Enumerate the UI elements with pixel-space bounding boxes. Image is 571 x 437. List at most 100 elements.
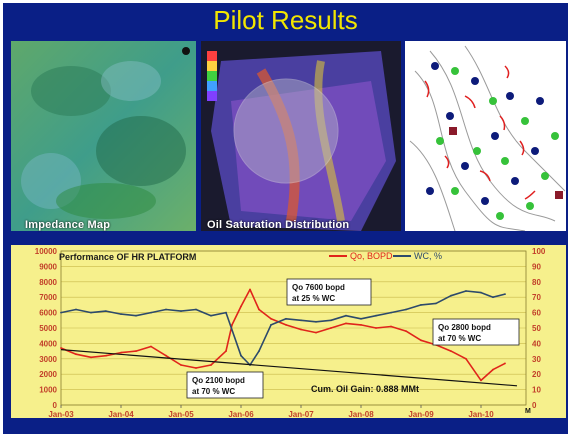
oil-saturation-image — [201, 41, 401, 231]
left-tick-label-3: 3000 — [39, 355, 57, 364]
series-0-point-21 — [345, 322, 347, 325]
left-tick-label-5: 5000 — [39, 324, 57, 333]
series-1-point-4 — [120, 313, 122, 315]
series-1-point-16 — [285, 317, 287, 320]
series-0-point-14 — [249, 288, 251, 291]
series-1-point-10 — [210, 314, 212, 317]
series-line-1 — [60, 290, 506, 366]
series-0-point-0 — [60, 347, 62, 349]
x-tick-label-7: Jan-10 — [468, 410, 494, 418]
right-tick-label-1: 10 — [532, 386, 541, 395]
left-tick-label-8: 8000 — [39, 278, 57, 287]
right-tick-label-6: 60 — [532, 309, 541, 318]
series-1-point-31 — [504, 293, 506, 295]
impedance-map-caption: Impedance Map — [25, 219, 111, 231]
series-1-point-2 — [90, 311, 92, 314]
annotation-box-2: Qo 2100 bopd at 70 % WC — [186, 371, 264, 399]
legend-wc-label: WC, % — [414, 251, 442, 261]
series-0-point-5 — [135, 350, 137, 352]
series-1-point-25 — [420, 304, 422, 306]
series-0-point-15 — [258, 308, 260, 311]
left-tick-label-7: 7000 — [39, 293, 57, 302]
series-0-point-18 — [300, 328, 302, 331]
series-0-point-24 — [390, 325, 392, 328]
left-tick-label-0: 0 — [53, 401, 58, 410]
series-0-point-7 — [165, 354, 167, 357]
series-1-point-18 — [315, 320, 317, 323]
series-1-point-23 — [390, 311, 392, 314]
right-tick-label-2: 20 — [532, 370, 541, 379]
series-0-point-11 — [225, 350, 227, 352]
right-tick-label-10: 100 — [532, 247, 546, 256]
right-axis-ticks: 0 10 20 30 40 50 60 70 80 90 100 — [532, 247, 546, 410]
series-0-point-17 — [285, 324, 287, 326]
series-1-point-0 — [60, 311, 62, 314]
series-0-point-6 — [150, 345, 152, 348]
x-tick-label-3: Jan-06 — [228, 410, 254, 418]
x-tick-label-6: Jan-09 — [408, 410, 434, 418]
x-tick-label-5: Jan-08 — [348, 410, 374, 418]
series-0-point-1 — [75, 353, 77, 356]
well-location-map-image — [405, 41, 566, 231]
series-0-point-16 — [270, 317, 272, 320]
series-0-point-30 — [480, 379, 482, 382]
series-0-point-9 — [195, 367, 197, 369]
series-1-point-21 — [360, 317, 362, 320]
annotation-box-3: Qo 2800 bopd at 70 % WC — [432, 318, 520, 346]
left-tick-label-6: 6000 — [39, 309, 57, 318]
series-1-point-20 — [345, 314, 347, 317]
series-1-point-7 — [165, 308, 167, 311]
oil-saturation-caption: Oil Saturation Distribution — [207, 219, 350, 231]
series-0-point-12 — [231, 324, 233, 326]
series-1-point-28 — [465, 290, 467, 292]
x-tick-label-4: Jan-07 — [288, 410, 314, 418]
series-0-point-28 — [450, 350, 452, 352]
series-1-point-9 — [195, 308, 197, 311]
series-0-point-32 — [504, 362, 506, 365]
series-lines — [60, 288, 518, 387]
series-0-point-8 — [180, 364, 182, 366]
annotation-2-text: Qo 2100 bopd at 70 % WC — [192, 376, 245, 396]
left-tick-label-2: 2000 — [39, 370, 57, 379]
series-0-point-2 — [90, 356, 92, 359]
series-1-point-24 — [405, 308, 407, 311]
series-1-point-1 — [75, 308, 77, 311]
series-1-point-12 — [240, 354, 242, 357]
performance-chart-svg: 0100020003000400050006000700080009000100… — [35, 247, 546, 419]
slide-title: Pilot Results — [213, 5, 358, 35]
chart-title: Performance OF HR PLATFORM — [59, 252, 196, 262]
x-axis-ticks: Jan-03 Jan-04 Jan-05 Jan-06 Jan-07 Jan-08 Jan-… — [48, 405, 494, 419]
legend: Qo, BOPD WC, % — [329, 251, 442, 261]
corner-mark: M — [525, 408, 531, 415]
left-tick-label-1: 1000 — [39, 386, 57, 395]
series-1-point-17 — [300, 319, 302, 322]
right-tick-label-7: 70 — [532, 293, 541, 302]
series-0-point-20 — [330, 327, 332, 329]
left-axis-ticks: 0 1000 2000 3000 4000 5000 6000 7000 8000 9000 100… — [35, 247, 58, 410]
right-tick-label-3: 30 — [532, 355, 541, 364]
cum-oil-gain-label: Cum. Oil Gain: 0.888 MMt — [311, 384, 419, 394]
series-0-point-29 — [465, 357, 467, 360]
x-tick-label-2: Jan-05 — [168, 410, 194, 418]
plot-frame — [60, 250, 527, 406]
series-1-point-6 — [150, 311, 152, 314]
series-1-point-8 — [180, 310, 182, 312]
series-1-point-22 — [375, 314, 377, 317]
left-tick-label-4: 4000 — [39, 339, 57, 348]
impedance-map-image — [11, 41, 196, 231]
right-tick-label-9: 90 — [532, 262, 541, 271]
series-1-point-3 — [105, 310, 107, 312]
legend-oil-label: Qo, BOPD — [350, 251, 393, 261]
series-1-point-29 — [480, 291, 482, 294]
slide: Pilot Results Impedance Map — [3, 3, 568, 434]
series-1-point-27 — [450, 294, 452, 297]
series-1-point-26 — [435, 302, 437, 305]
annotation-3-text: Qo 2800 bopd at 70 % WC — [438, 323, 491, 343]
series-0-point-26 — [420, 339, 422, 342]
series-0-point-10 — [210, 364, 212, 366]
right-tick-label-0: 0 — [532, 401, 537, 410]
left-tick-label-9: 9000 — [39, 262, 57, 271]
series-0-point-23 — [375, 327, 377, 329]
series-0-point-13 — [240, 305, 242, 308]
right-tick-label-5: 50 — [532, 324, 541, 333]
